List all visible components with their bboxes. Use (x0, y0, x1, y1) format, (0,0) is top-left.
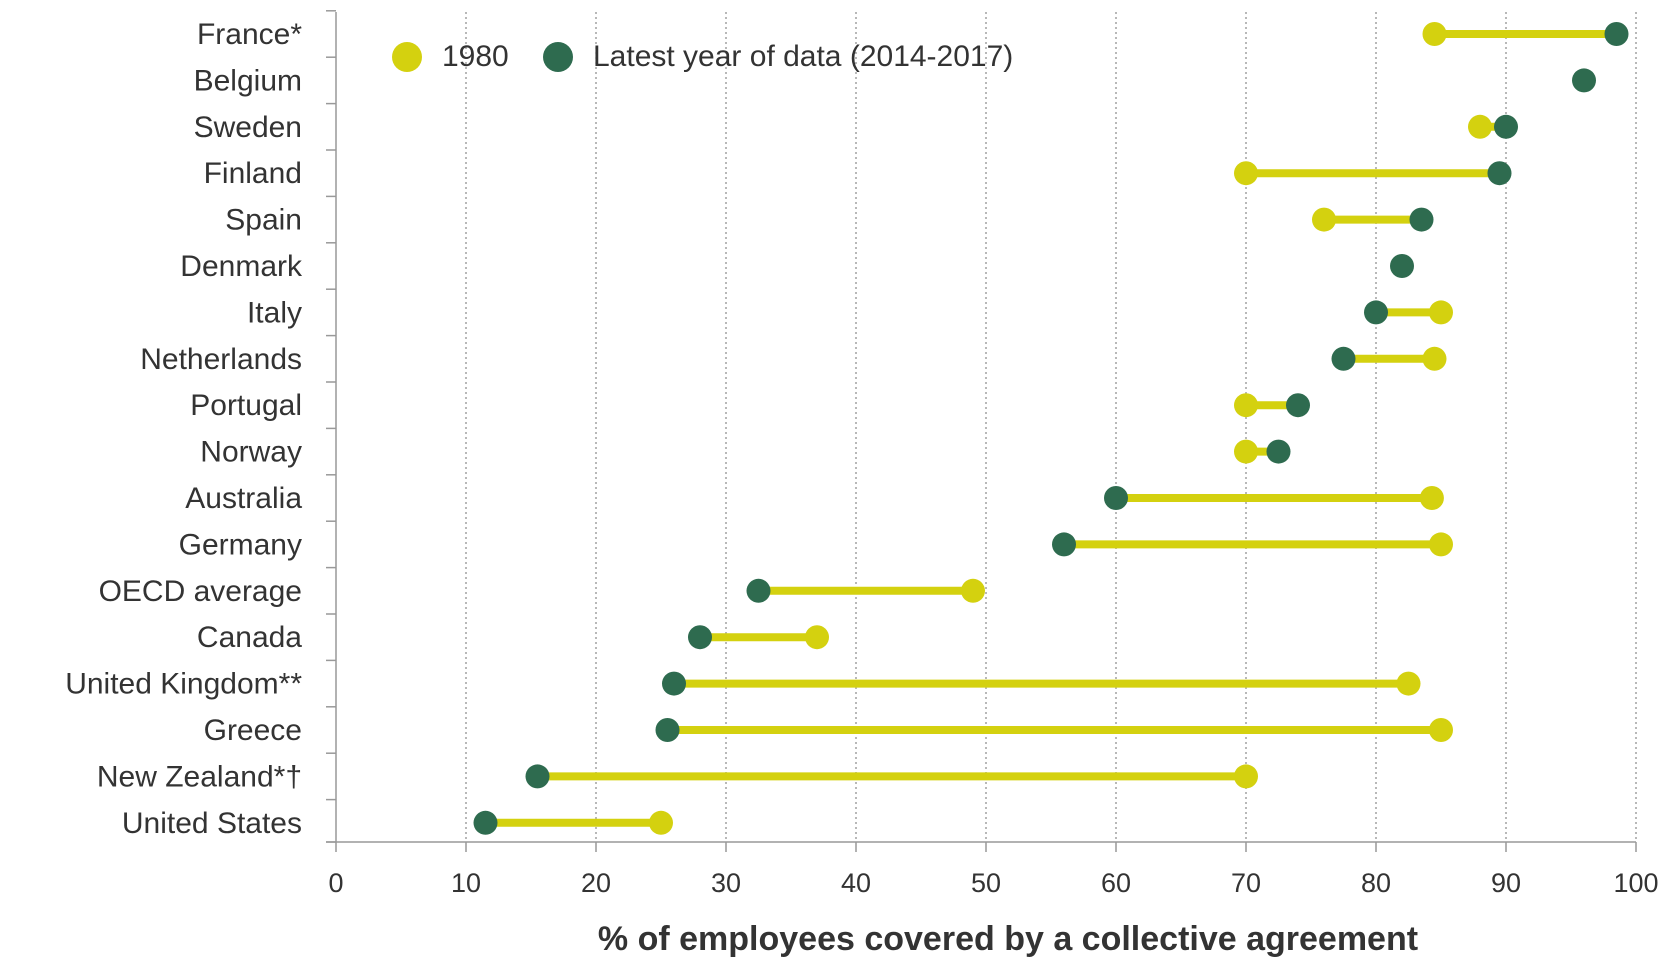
category-label: Germany (179, 528, 302, 561)
point-latest (1390, 254, 1414, 278)
category-label: Sweden (194, 111, 302, 144)
category-label: Australia (185, 482, 302, 515)
legend: 1980 Latest year of data (2014-2017) (392, 40, 1013, 73)
connector-bars (485, 30, 1617, 827)
point-latest (1364, 300, 1388, 325)
point-1980 (805, 625, 829, 650)
point-1980 (1422, 346, 1447, 371)
point-1980 (1234, 764, 1258, 789)
point-latest (655, 718, 680, 742)
point-1980 (1419, 486, 1444, 510)
category-label: United States (122, 807, 302, 840)
point-latest (1052, 532, 1076, 557)
point-1980 (1429, 532, 1453, 557)
point-1980 (1422, 22, 1447, 46)
category-label: OECD average (99, 575, 302, 608)
x-tick-label-10: 10 (451, 868, 481, 898)
legend-marker-latest (543, 42, 573, 72)
x-tick-label-30: 30 (711, 868, 741, 898)
x-tick-label-20: 20 (581, 868, 611, 898)
point-1980 (1429, 718, 1453, 742)
point-1980 (1234, 393, 1258, 418)
point-latest (473, 810, 498, 835)
point-latest (1409, 207, 1434, 232)
point-latest (746, 578, 771, 603)
x-tick-label-50: 50 (971, 868, 1001, 898)
point-1980 (1429, 300, 1453, 325)
point-latest (1494, 114, 1518, 139)
category-label: United Kingdom** (65, 668, 302, 701)
point-latest (525, 764, 550, 789)
category-label: Canada (197, 621, 302, 654)
category-label: New Zealand*† (97, 760, 302, 793)
legend-label-latest: Latest year of data (2014-2017) (593, 40, 1013, 73)
point-1980 (961, 578, 985, 603)
category-label: Finland (204, 157, 302, 190)
x-tick-label-80: 80 (1361, 868, 1391, 898)
x-axis-title: % of employees covered by a collective a… (598, 920, 1418, 958)
x-tick-label-70: 70 (1231, 868, 1261, 898)
point-1980 (1468, 114, 1492, 139)
grid-lines (465, 12, 1637, 842)
data-points (473, 22, 1629, 835)
category-label: France* (197, 18, 302, 51)
point-latest (688, 625, 712, 650)
point-1980 (1312, 207, 1336, 232)
point-latest (1286, 393, 1310, 418)
category-label: Denmark (180, 250, 303, 283)
point-1980 (1234, 439, 1258, 464)
category-label: Norway (200, 436, 302, 469)
category-label: Italy (247, 296, 302, 329)
point-latest (1572, 68, 1596, 93)
point-latest (1487, 161, 1512, 186)
x-tick-label-60: 60 (1101, 868, 1131, 898)
x-tick-label-100: 100 (1613, 868, 1658, 898)
point-latest (1604, 22, 1629, 46)
category-label: Spain (225, 204, 302, 237)
legend-label-1980: 1980 (442, 40, 509, 73)
point-latest (1266, 439, 1291, 464)
category-label: Greece (204, 714, 302, 747)
category-label: Portugal (190, 389, 302, 422)
axes (326, 10, 1637, 852)
point-1980 (1234, 161, 1258, 186)
category-label: Belgium (194, 64, 302, 97)
x-tick-labels: 0 10 20 30 40 50 60 70 80 90 100 (328, 868, 1658, 898)
category-labels: France* Belgium Sweden Finland Spain Denmark I… (65, 18, 303, 840)
point-latest (662, 671, 686, 696)
point-latest (1104, 486, 1128, 510)
x-tick-label-40: 40 (841, 868, 871, 898)
x-tick-label-90: 90 (1491, 868, 1521, 898)
x-tick-label-0: 0 (328, 868, 343, 898)
point-1980 (1396, 671, 1421, 696)
point-1980 (649, 810, 673, 835)
legend-marker-1980 (392, 42, 422, 72)
point-latest (1331, 346, 1356, 371)
category-label: Netherlands (140, 343, 302, 376)
